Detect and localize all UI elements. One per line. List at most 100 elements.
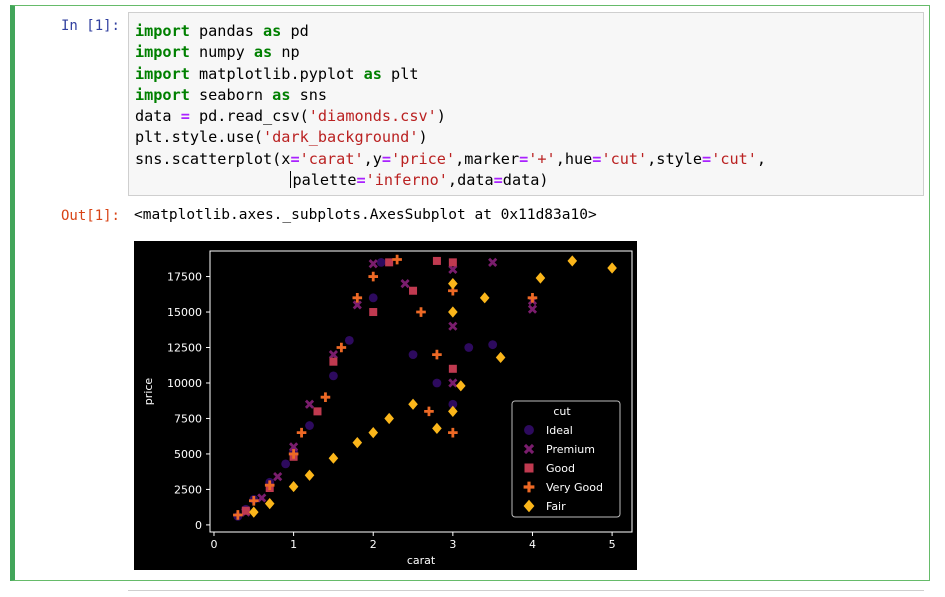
code-token: pd.read_csv( [189, 107, 309, 126]
code-token: 'dark_background' [263, 128, 419, 147]
code-token: pandas [189, 22, 264, 40]
legend: cut Ideal Premium Good Very Good Fair [511, 400, 621, 518]
data-point-very-good [264, 480, 275, 490]
code-token: 'carat' [299, 149, 364, 168]
code-token: = [702, 149, 712, 168]
data-point-fair [288, 480, 299, 493]
code-token: data [135, 107, 181, 126]
legend-label: Premium [546, 443, 595, 456]
data-point-very-good [233, 510, 243, 520]
legend-marker [524, 463, 534, 473]
x-axis-label: carat [407, 554, 436, 567]
data-point-premium [488, 257, 498, 267]
code-token: pd [281, 22, 309, 40]
x-tick-label: 0 [210, 538, 217, 551]
data-point-very-good [527, 293, 538, 303]
code-token: 'diamonds.csv' [308, 107, 437, 126]
data-point-good [448, 364, 457, 373]
y-tick-label: 7500 [174, 412, 202, 425]
code-token: ,data [447, 171, 494, 190]
legend-marker [523, 443, 535, 455]
code-token: ) [436, 107, 446, 126]
y-tick-label: 15000 [167, 306, 202, 319]
code-token: ,y [363, 149, 382, 168]
legend-label: Very Good [546, 481, 603, 494]
data-point-good [385, 258, 394, 267]
data-point-very-good [288, 449, 299, 459]
data-point-ideal [281, 459, 291, 469]
scatter-plot-image: 0 1 2 3 4 5 0 2500 5000 7500 10000 12500 15000 17500 c… [134, 241, 637, 570]
code-token: = [519, 149, 529, 168]
output-prompt: Out[1]: [60, 208, 120, 224]
data-point-premium [304, 399, 315, 409]
data-point-premium [273, 472, 283, 482]
code-token: as [272, 85, 291, 104]
data-point-good [313, 407, 322, 416]
y-tick-label: 0 [195, 519, 202, 532]
legend-box [511, 400, 621, 518]
data-point-premium [400, 279, 410, 289]
y-tick-label: 10000 [167, 377, 202, 390]
y-tick-label: 12500 [167, 342, 202, 355]
data-point-premium [289, 442, 299, 452]
data-point-ideal [488, 340, 498, 350]
data-point-ideal [432, 378, 442, 388]
x-tick-label: 1 [290, 538, 297, 551]
code-token: = [592, 149, 602, 168]
y-tick-label: 5000 [174, 448, 202, 461]
code-token: matplotlib.pyplot [189, 64, 364, 83]
data-point-very-good [296, 427, 307, 438]
code-token: import [135, 64, 190, 83]
data-point-fair [495, 351, 506, 364]
data-point-ideal [329, 371, 338, 381]
data-point-very-good [448, 427, 458, 438]
code-editor[interactable]: import pandas as pd import numpy as np i… [128, 12, 924, 196]
data-point-fair [432, 422, 442, 434]
data-point-ideal [408, 350, 418, 360]
code-token: sns.scatterplot(x [135, 149, 291, 168]
legend-label: Ideal [546, 424, 573, 437]
data-point-fair [304, 469, 315, 481]
code-token: 'cut' [601, 149, 648, 168]
data-point-premium [448, 321, 458, 331]
data-point-very-good [336, 342, 347, 353]
code-token: as [253, 43, 273, 62]
x-tick-label: 2 [370, 538, 377, 551]
data-point-premium [257, 493, 267, 503]
next-cell-border [128, 590, 924, 597]
code-line: import numpy as np [135, 43, 300, 61]
code-token: import [135, 85, 190, 104]
code-token: plt.style.use( [135, 128, 264, 147]
code-line: import pandas as pd [135, 22, 309, 40]
code-token: np [272, 43, 300, 62]
data-point-fair [328, 452, 339, 464]
legend-label: Fair [546, 500, 566, 513]
data-point-premium [352, 300, 362, 310]
code-token: import [135, 22, 190, 40]
data-point-good [448, 258, 457, 267]
data-point-fair [264, 498, 275, 510]
code-token: seaborn [189, 85, 273, 104]
data-point-very-good [392, 254, 402, 265]
legend-marker [524, 425, 534, 435]
code-token: as [363, 64, 382, 83]
code-token: numpy [189, 43, 254, 62]
y-tick-label: 2500 [174, 483, 202, 496]
x-tick-label: 4 [529, 538, 536, 551]
code-line: import seaborn as sns [135, 86, 327, 104]
data-point-very-good [368, 271, 379, 282]
data-point-fair [384, 412, 394, 425]
data-point-premium [448, 264, 458, 275]
legend-label: Good [546, 462, 575, 475]
data-point-very-good [416, 307, 426, 317]
code-line: sns.scatterplot(x='carat',y='price',mark… [135, 150, 766, 168]
text-cursor [290, 171, 292, 189]
code-token: as [263, 22, 282, 40]
code-token [135, 171, 290, 189]
code-token: = [290, 149, 300, 168]
code-token: sns [290, 85, 328, 104]
code-token: 'inferno' [365, 171, 448, 190]
data-point-fair [456, 380, 466, 392]
data-point-ideal [305, 421, 314, 430]
code-text[interactable]: import pandas as pd import numpy as np i… [135, 21, 766, 191]
